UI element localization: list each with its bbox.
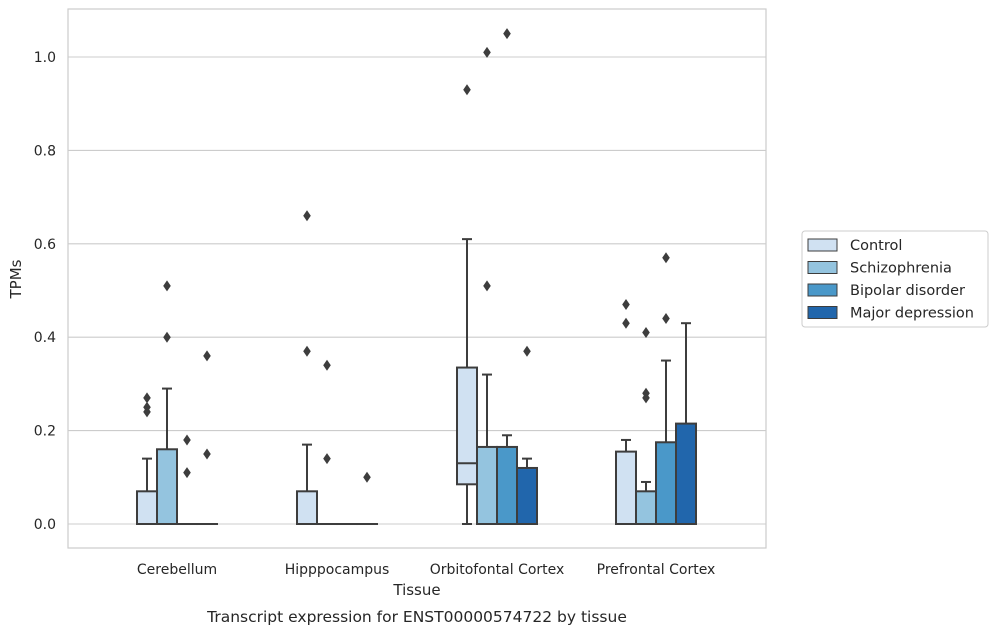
y-tick-label: 1.0	[34, 50, 56, 66]
y-axis-label: TPMs	[7, 259, 25, 299]
outlier-point	[523, 345, 531, 357]
outlier-point	[323, 453, 331, 465]
legend-label: Schizophrenia	[850, 261, 952, 277]
x-tick-label: Prefrontal Cortex	[597, 562, 716, 578]
outlier-point	[662, 313, 670, 325]
box	[635, 490, 657, 525]
x-tick-label: Cerebellum	[137, 562, 217, 578]
x-axis-ticks: Cerebellum Hipppocampus Orbitofontal Corte…	[137, 562, 715, 578]
outlier-point	[463, 84, 471, 96]
box-group	[296, 210, 378, 526]
box	[296, 490, 318, 525]
box	[655, 441, 677, 525]
box-group	[136, 280, 218, 526]
box	[476, 445, 498, 526]
box	[615, 450, 637, 525]
outlier-point	[203, 350, 211, 362]
outlier-point	[183, 467, 191, 479]
y-tick-label: 0.6	[34, 237, 56, 253]
box	[456, 366, 478, 486]
outlier-point	[642, 392, 650, 404]
y-tick-label: 0.2	[34, 424, 56, 440]
legend-label: Control	[850, 238, 902, 254]
outlier-point	[143, 392, 151, 404]
plot-frame	[67, 8, 767, 549]
legend-swatch	[807, 306, 838, 319]
box-group	[615, 252, 697, 525]
legend-swatch	[807, 238, 838, 252]
outlier-point	[203, 448, 211, 460]
x-axis-label: Tissue	[392, 581, 440, 599]
legend-frame	[801, 230, 989, 328]
legend-swatch	[807, 283, 838, 297]
chart-caption: Transcript expression for ENST0000057472…	[206, 608, 627, 626]
box-group	[456, 28, 538, 526]
box	[675, 422, 697, 525]
outlier-point	[483, 46, 491, 58]
x-tick-label: Orbitofontal Cortex	[430, 562, 565, 578]
legend-label: Bipolar disorder	[850, 283, 965, 299]
box	[156, 448, 178, 525]
legend-swatch	[807, 261, 838, 274]
outlier-point	[303, 210, 311, 222]
outlier-point	[662, 252, 670, 264]
outlier-point	[503, 28, 511, 40]
y-tick-label: 0.8	[34, 143, 56, 159]
y-tick-label: 0.0	[34, 517, 56, 533]
x-tick-label: Hipppocampus	[285, 562, 390, 578]
box	[516, 466, 538, 525]
outlier-point	[483, 280, 491, 292]
legend: Control Schizophrenia Bipolar disorder Majo…	[801, 230, 989, 328]
outlier-point	[363, 471, 371, 483]
y-tick-label: 0.4	[34, 330, 56, 346]
outlier-point	[303, 345, 311, 357]
outlier-point	[642, 327, 650, 339]
outlier-point	[622, 299, 630, 311]
outlier-point	[183, 434, 191, 446]
outlier-point	[163, 331, 171, 343]
legend-label: Major depression	[850, 306, 974, 322]
outlier-point	[143, 406, 151, 418]
outlier-point	[323, 359, 331, 371]
outlier-point	[622, 317, 630, 329]
outlier-point	[163, 280, 171, 292]
box	[496, 445, 518, 526]
box	[136, 490, 158, 525]
box-groups	[136, 28, 697, 526]
y-axis-ticks: 0.0 0.2 0.4 0.6 0.8 1.0	[34, 50, 56, 533]
